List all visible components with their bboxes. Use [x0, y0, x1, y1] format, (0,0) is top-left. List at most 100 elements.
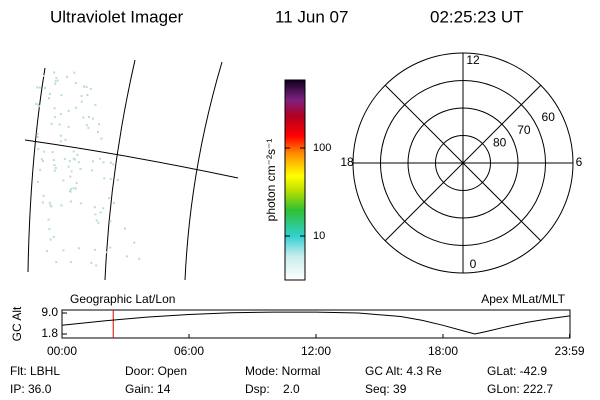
speckle [43, 150, 46, 153]
status-field: Gain: 14 [125, 382, 171, 396]
status-field: Seq: 39 [365, 382, 407, 396]
speckle [48, 228, 51, 231]
speckle [63, 157, 66, 160]
speckle [91, 117, 94, 120]
date: 11 Jun 07 [275, 7, 348, 26]
instrument-title: Ultraviolet Imager [50, 7, 184, 26]
x-tick-label: 23:59 [555, 344, 585, 358]
parallel [24, 139, 239, 179]
speckle [56, 79, 59, 82]
speckle [72, 157, 75, 160]
speckle [95, 264, 98, 267]
speckle [72, 187, 75, 190]
status-field: Dsp: 2.0 [245, 382, 300, 396]
speckle [133, 241, 136, 244]
lat-label: 70 [517, 123, 531, 137]
colorbar-tick-label: 100 [313, 142, 331, 154]
meridian [184, 61, 223, 281]
speckle [93, 248, 96, 251]
speckle [97, 221, 100, 224]
speckle [39, 168, 42, 171]
speckle [99, 211, 102, 214]
speckle [59, 113, 62, 115]
lat-label: 80 [493, 136, 507, 150]
speckle [53, 164, 56, 167]
speckle [69, 200, 72, 203]
speckle [36, 86, 39, 89]
speckle [62, 249, 65, 252]
speckle [109, 220, 112, 223]
speckle [109, 178, 112, 180]
y-axis-label: GC Alt [10, 306, 24, 341]
status-field: Flt: LBHL [10, 364, 60, 378]
speckle [89, 87, 92, 90]
colorbar [284, 79, 306, 281]
speckle [58, 123, 61, 126]
status-field: GC Alt: 4.3 Re [365, 364, 442, 378]
speckle [37, 103, 40, 106]
speckle [70, 187, 73, 190]
speckle [53, 71, 56, 74]
speckle [60, 94, 63, 97]
speckle [37, 148, 40, 150]
speckle [66, 75, 69, 78]
speckle [77, 247, 80, 250]
speckle [85, 124, 88, 127]
speckle [60, 204, 63, 207]
speckle [49, 238, 52, 241]
speckle [35, 102, 38, 105]
speckle [110, 161, 112, 164]
speckle [42, 74, 45, 77]
speckle [48, 93, 51, 96]
lat-ring [407, 107, 519, 219]
speckle [70, 170, 73, 173]
status-field: GLat: -42.9 [487, 364, 547, 378]
speckle [109, 246, 112, 249]
mlt-label: 6 [576, 155, 583, 169]
speckle [54, 82, 57, 85]
x-tick-label: 00:00 [47, 344, 77, 358]
speckle [86, 94, 89, 97]
x-tick-label: 06:00 [174, 344, 204, 358]
speckle [41, 201, 44, 204]
speckle [80, 95, 83, 97]
speckle [36, 136, 39, 139]
speckle [69, 175, 72, 178]
speckle [105, 251, 108, 254]
x-tick-label: 18:00 [428, 344, 458, 358]
speckle [88, 116, 90, 118]
speckle [72, 150, 75, 153]
speckle [67, 165, 70, 168]
y-tick-label: 9.0 [41, 305, 58, 319]
altitude-line [61, 311, 571, 335]
speckle [79, 202, 82, 205]
speckle [93, 206, 96, 209]
speckle [87, 126, 90, 129]
speckle [44, 87, 46, 89]
speckle [69, 189, 71, 192]
status-field: Door: Open [125, 364, 187, 378]
speckle [45, 250, 48, 252]
lat-ring [380, 80, 546, 246]
speckle [50, 205, 53, 208]
speckle [48, 97, 50, 100]
speckle [95, 219, 98, 222]
speckle [52, 236, 55, 238]
speckle [116, 179, 119, 181]
speckle [75, 106, 78, 109]
status-field: Mode: Normal [245, 364, 320, 378]
speckle [75, 182, 78, 185]
speckle [74, 82, 77, 85]
speckle [37, 180, 39, 183]
speckle [48, 201, 51, 204]
speckle [112, 202, 115, 205]
speckle [36, 133, 39, 135]
speckle [73, 71, 76, 74]
colorbar-tick-label: 10 [313, 230, 325, 242]
speckle [38, 105, 40, 108]
speckle [85, 85, 88, 88]
status-field: GLon: 222.7 [487, 382, 553, 396]
speckle [41, 160, 44, 163]
speckle [112, 163, 115, 166]
left-label: Geographic Lat/Lon [70, 292, 175, 306]
